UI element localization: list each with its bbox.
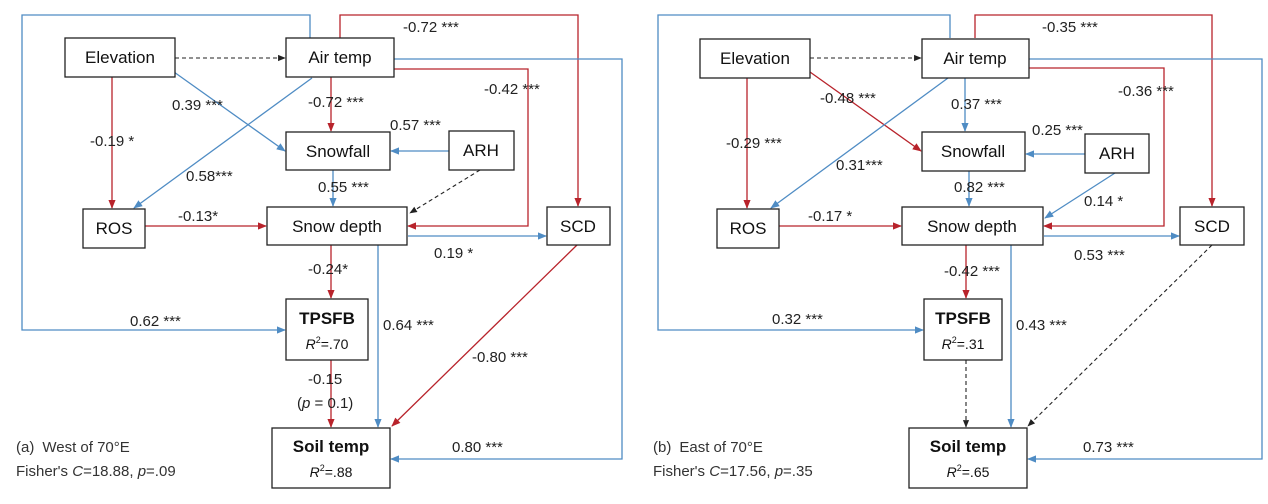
- node-tpsfb: TPSFB R2=.70: [285, 298, 369, 361]
- coef-air-snowfall: -0.72 ***: [308, 94, 364, 111]
- edge-scd-soil: [391, 244, 578, 427]
- coef-air-ros: 0.31***: [836, 157, 883, 174]
- edge-air-tpsfb: [21, 14, 311, 334]
- coef-air-snowdepth: -0.42 ***: [484, 81, 540, 98]
- coef-snowdepth-soil: 0.43 ***: [1016, 317, 1067, 334]
- node-soil-temp: Soil temp R2=.88: [271, 427, 391, 489]
- coef-snowdepth-tpsfb: -0.24*: [308, 261, 348, 278]
- coef-ros-snowdepth: -0.13*: [178, 208, 218, 225]
- svg-text:TPSFB: TPSFB: [935, 309, 991, 328]
- coef-air-snowdepth: -0.36 ***: [1118, 83, 1174, 100]
- node-ros: ROS: [716, 208, 780, 249]
- node-arh: ARH: [448, 130, 515, 171]
- coef-air-tpsfb: 0.32 ***: [772, 311, 823, 328]
- svg-text:Elevation: Elevation: [85, 48, 155, 67]
- edge-air-scd: [974, 14, 1216, 207]
- svg-text:Soil temp: Soil temp: [293, 437, 370, 456]
- fisher-statistic: Fisher's C=18.88, p=.09: [16, 463, 176, 480]
- svg-text:SCD: SCD: [1194, 217, 1230, 236]
- coef-arh-snowfall: 0.25 ***: [1032, 122, 1083, 139]
- coef-snowfall-snowdepth: 0.55 ***: [318, 179, 369, 196]
- coef-elev-ros: -0.29 ***: [726, 135, 782, 152]
- coef-air-soil: 0.80 ***: [452, 439, 503, 456]
- panel-caption: (a) West of 70°E: [16, 439, 130, 456]
- svg-text:TPSFB: TPSFB: [299, 309, 355, 328]
- soil-r2: R2=.65: [947, 463, 990, 480]
- node-snowfall: Snowfall: [921, 131, 1026, 172]
- svg-text:Air temp: Air temp: [943, 49, 1006, 68]
- edge-air-tpsfb: [657, 14, 951, 334]
- edge-air-scd: [339, 14, 582, 207]
- edge-arh-snowdepth: [1044, 172, 1116, 219]
- svg-text:Snowfall: Snowfall: [941, 142, 1005, 161]
- coef-tpsfb-soil: -0.15: [308, 371, 342, 388]
- coef-snowdepth-scd: 0.53 ***: [1074, 247, 1125, 264]
- node-air-temp: Air temp: [921, 38, 1030, 79]
- edge-air-ros: [133, 77, 313, 209]
- coef-tpsfb-soil-pvalue: (p = 0.1): [297, 395, 353, 412]
- panel-west: Elevation Air temp Snowfall ARH ROS Snow…: [16, 14, 623, 489]
- coef-ros-snowdepth: -0.17 *: [808, 208, 852, 225]
- node-elevation: Elevation: [64, 37, 176, 78]
- svg-text:ARH: ARH: [1099, 144, 1135, 163]
- node-soil-temp: Soil temp R2=.65: [908, 427, 1028, 489]
- coef-elev-snowfall: -0.48 ***: [820, 90, 876, 107]
- coef-air-scd: -0.35 ***: [1042, 19, 1098, 36]
- coef-snowfall-snowdepth: 0.82 ***: [954, 179, 1005, 196]
- node-scd: SCD: [1179, 206, 1245, 246]
- soil-r2: R2=.88: [310, 463, 353, 480]
- node-air-temp: Air temp: [285, 37, 395, 78]
- coef-scd-soil: -0.80 ***: [472, 349, 528, 366]
- node-snow-depth: Snow depth: [901, 206, 1044, 246]
- coef-air-scd: -0.72 ***: [403, 19, 459, 36]
- coef-arh-snowfall: 0.57 ***: [390, 117, 441, 134]
- coef-elev-snowfall: 0.39 ***: [172, 97, 223, 114]
- coef-air-tpsfb: 0.62 ***: [130, 313, 181, 330]
- coef-snowdepth-soil: 0.64 ***: [383, 317, 434, 334]
- edge-air-soil: [1027, 58, 1263, 463]
- node-elevation: Elevation: [699, 38, 811, 79]
- svg-text:ARH: ARH: [463, 141, 499, 160]
- node-ros: ROS: [82, 208, 146, 249]
- node-arh: ARH: [1084, 133, 1150, 174]
- svg-text:Snow depth: Snow depth: [927, 217, 1017, 236]
- fisher-statistic: Fisher's C=17.56, p=.35: [653, 463, 813, 480]
- coef-elev-ros: -0.19 *: [90, 133, 134, 150]
- edge-elev-snowfall: [173, 71, 286, 152]
- coef-air-snowfall: 0.37 ***: [951, 96, 1002, 113]
- coef-snowdepth-scd: 0.19 *: [434, 245, 473, 262]
- node-tpsfb: TPSFB R2=.31: [923, 298, 1003, 361]
- svg-text:ROS: ROS: [96, 219, 133, 238]
- svg-text:SCD: SCD: [560, 217, 596, 236]
- tpsfb-r2: R2=.31: [942, 335, 985, 352]
- svg-text:Soil temp: Soil temp: [930, 437, 1007, 456]
- svg-text:Snow depth: Snow depth: [292, 217, 382, 236]
- edge-air-soil: [390, 58, 623, 463]
- coef-air-soil: 0.73 ***: [1083, 439, 1134, 456]
- svg-text:ROS: ROS: [730, 219, 767, 238]
- edge-elev-snowfall: [809, 71, 922, 152]
- edge-arh-snowdepth: [409, 169, 481, 214]
- tpsfb-r2: R2=.70: [306, 335, 349, 352]
- coef-snowdepth-tpsfb: -0.42 ***: [944, 263, 1000, 280]
- node-snowfall: Snowfall: [285, 131, 391, 171]
- svg-text:Snowfall: Snowfall: [306, 142, 370, 161]
- svg-text:Elevation: Elevation: [720, 49, 790, 68]
- edge-air-snowdepth: [1029, 67, 1165, 230]
- edge-air-ros: [770, 77, 949, 209]
- svg-text:Air temp: Air temp: [308, 48, 371, 67]
- coef-arh-snowdepth: 0.14 *: [1084, 193, 1123, 210]
- panel-east: Elevation Air temp Snowfall ARH ROS Snow…: [653, 14, 1263, 489]
- edge-air-snowdepth: [394, 68, 529, 230]
- edge-scd-soil: [1027, 244, 1213, 427]
- node-scd: SCD: [546, 206, 611, 246]
- panel-caption: (b) East of 70°E: [653, 439, 763, 456]
- node-snow-depth: Snow depth: [266, 206, 408, 246]
- coef-air-ros: 0.58***: [186, 168, 233, 185]
